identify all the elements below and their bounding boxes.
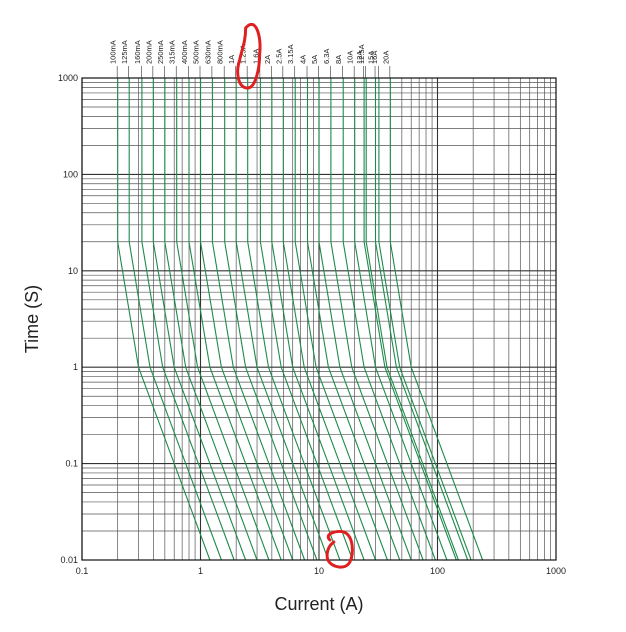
- x-tick-label: 10: [314, 566, 324, 576]
- curve-200mA: [152, 78, 247, 561]
- curve-315mA: [176, 78, 270, 561]
- curve-5A: [318, 78, 412, 561]
- curve-6-3A: [330, 78, 424, 561]
- y-tick-label: 0.1: [65, 459, 78, 469]
- y-tick-label: 100: [63, 169, 78, 179]
- curve-400mA: [188, 78, 282, 561]
- rating-label-250mA: 250mA: [156, 40, 165, 64]
- plot-frame: [81, 77, 557, 561]
- rating-label-630mA: 630mA: [203, 40, 212, 64]
- y-tick-label: 1000: [58, 73, 78, 83]
- curve-630mA: [211, 78, 306, 561]
- curve-4A: [306, 78, 401, 561]
- x-axis-ticks: 0.1 1 10 100 1000: [76, 566, 566, 576]
- curve-8A: [342, 78, 436, 561]
- fuse-curves: [117, 78, 484, 561]
- rating-label-15A: 15A: [367, 51, 376, 64]
- y-tick-label: 1: [73, 362, 78, 372]
- x-tick-label: 100: [430, 566, 445, 576]
- rating-label-160mA: 160mA: [133, 40, 142, 64]
- curve-2-5A: [282, 78, 377, 561]
- rating-label-10A: 10A: [346, 51, 355, 64]
- x-tick-label: 1: [198, 566, 203, 576]
- curve-125mA: [128, 78, 222, 561]
- curve-12A: [363, 78, 457, 561]
- curve-500mA: [199, 78, 294, 561]
- x-tick-label: 0.1: [76, 566, 89, 576]
- y-axis-title: Time (S): [22, 285, 42, 353]
- curve-2A: [271, 78, 365, 561]
- curve-20A: [389, 78, 484, 561]
- rating-label-1A: 1A: [227, 55, 236, 64]
- rating-label-12A: 12A: [355, 51, 364, 64]
- rating-label-315mA: 315mA: [168, 40, 177, 64]
- rating-label-16A: 16A: [370, 51, 379, 64]
- curve-16A: [378, 78, 472, 561]
- curve-10A: [354, 78, 448, 561]
- x-axis-title: Current (A): [274, 594, 363, 614]
- curve-12-5A: [365, 78, 459, 561]
- curve-100mA: [117, 78, 211, 561]
- rating-label-1-25A: 1.25A: [239, 44, 248, 64]
- rating-label-800mA: 800mA: [216, 40, 225, 64]
- rating-label-2-5A: 2.5A: [274, 49, 283, 64]
- curve-1-25A: [247, 78, 341, 561]
- y-axis-ticks: 1000 100 10 1 0.1 0.01: [58, 73, 78, 565]
- rating-label-125mA: 125mA: [120, 40, 129, 64]
- curve-15A: [374, 78, 469, 561]
- curve-1A: [235, 78, 329, 561]
- fuse-rating-labels: 100mA 125mA 160mA 200mA 250mA 315mA 400mA 500mA…: [109, 40, 390, 78]
- curve-3-15A: [294, 78, 388, 561]
- rating-label-1-6A: 1.6A: [251, 49, 260, 64]
- rating-label-20A: 20A: [381, 51, 390, 64]
- annotation-circle-bottom: [325, 530, 354, 569]
- rating-label-500mA: 500mA: [192, 40, 201, 64]
- curve-250mA: [164, 78, 258, 561]
- rating-label-200mA: 200mA: [144, 40, 153, 64]
- rating-label-6-3A: 6.3A: [322, 49, 331, 64]
- annotations: [236, 22, 354, 569]
- rating-label-5A: 5A: [310, 55, 319, 64]
- curve-160mA: [141, 78, 235, 561]
- curve-1-6A: [259, 78, 354, 561]
- rating-label-2A: 2A: [263, 55, 272, 64]
- annotation-circle-top: [236, 22, 262, 90]
- curve-800mA: [224, 78, 318, 561]
- rating-label-3-15A: 3.15A: [286, 44, 295, 64]
- y-tick-label: 0.01: [60, 555, 78, 565]
- y-tick-label: 10: [68, 266, 78, 276]
- rating-label-400mA: 400mA: [180, 40, 189, 64]
- rating-label-100mA: 100mA: [109, 40, 118, 64]
- rating-label-12-5A: 12.5A: [357, 44, 366, 64]
- rating-label-4A: 4A: [299, 55, 308, 64]
- rating-label-8A: 8A: [334, 55, 343, 64]
- x-tick-label: 1000: [546, 566, 566, 576]
